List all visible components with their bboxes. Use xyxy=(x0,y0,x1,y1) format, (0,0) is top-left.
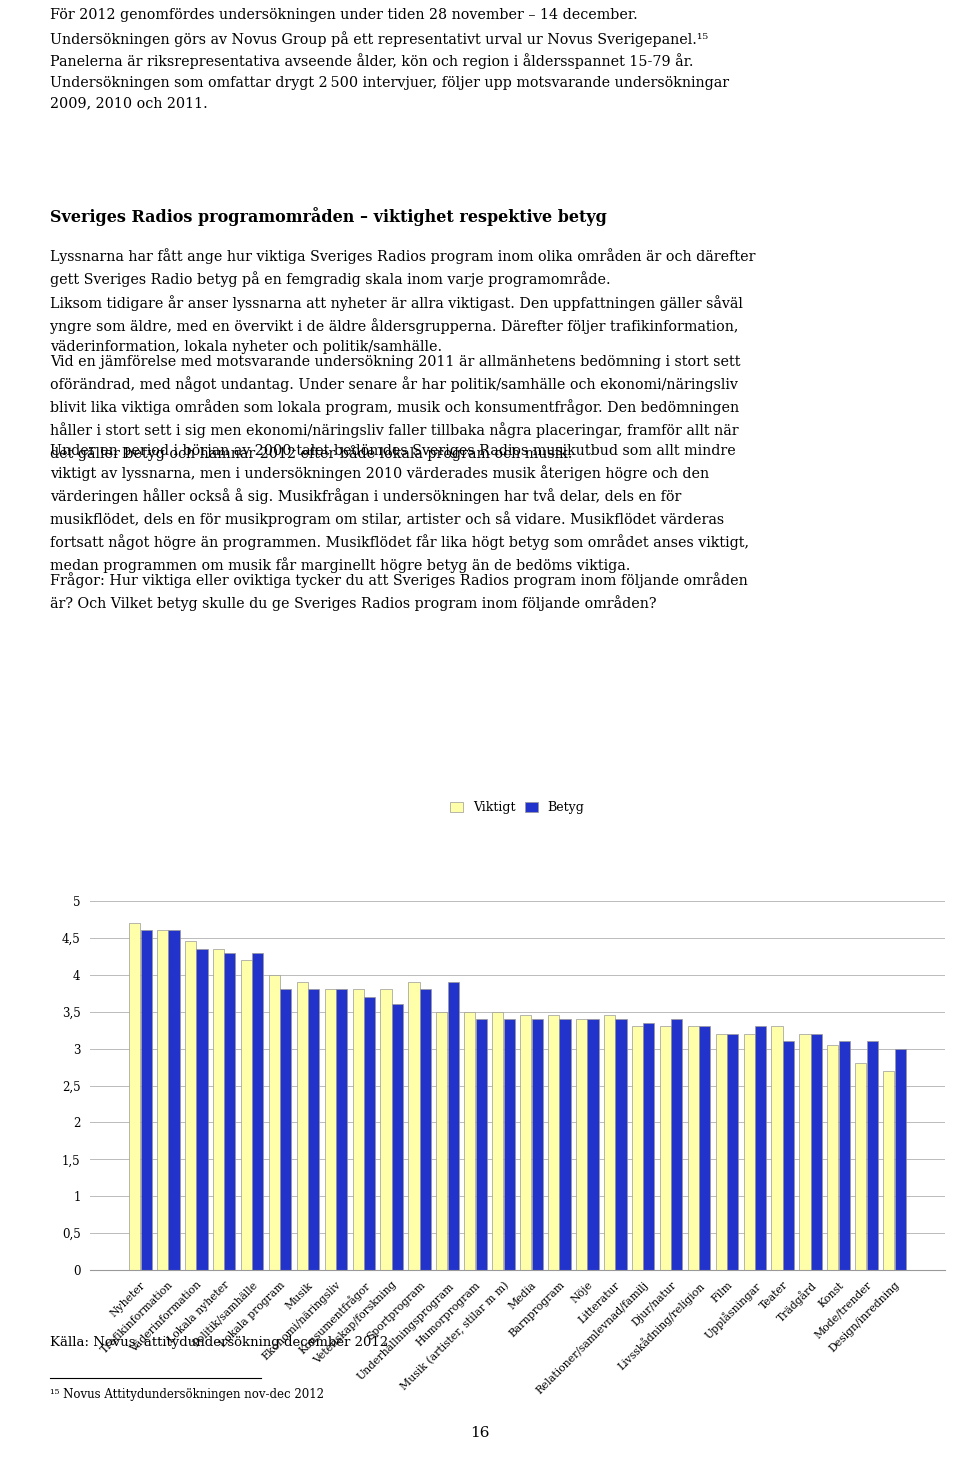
Bar xyxy=(755,1026,766,1270)
Text: Sveriges Radios programområden – viktighet respektive betyg: Sveriges Radios programområden – viktigh… xyxy=(50,207,607,226)
Text: Panelerna är riksrepresentativa avseende ålder, kön och region i åldersspannet 1: Panelerna är riksrepresentativa avseende… xyxy=(50,53,693,69)
Bar xyxy=(615,1019,627,1270)
Bar xyxy=(588,1019,599,1270)
Bar xyxy=(660,1026,671,1270)
Text: ¹⁵ Novus Attitydundersökningen nov-dec 2012: ¹⁵ Novus Attitydundersökningen nov-dec 2… xyxy=(50,1388,324,1402)
Bar xyxy=(895,1048,906,1270)
Bar xyxy=(476,1019,487,1270)
Bar xyxy=(308,990,320,1270)
Bar xyxy=(269,975,280,1270)
Bar xyxy=(280,990,291,1270)
Bar xyxy=(352,990,364,1270)
Bar xyxy=(715,1034,727,1270)
Bar xyxy=(867,1041,877,1270)
Bar xyxy=(252,952,263,1270)
Bar xyxy=(168,930,180,1270)
Bar xyxy=(225,952,235,1270)
Bar xyxy=(465,1012,475,1270)
Bar xyxy=(336,990,348,1270)
Bar xyxy=(632,1026,643,1270)
Text: Undersökningen görs av Novus Group på ett representativt urval ur Novus Sverigep: Undersökningen görs av Novus Group på et… xyxy=(50,31,708,47)
Bar xyxy=(643,1022,655,1270)
Bar xyxy=(772,1026,782,1270)
Bar xyxy=(297,983,308,1270)
Bar xyxy=(129,923,140,1270)
Bar xyxy=(140,930,152,1270)
Text: Liksom tidigare år anser lyssnarna att nyheter är allra viktigast. Den uppfattni: Liksom tidigare år anser lyssnarna att n… xyxy=(50,295,743,353)
Bar xyxy=(520,1015,531,1270)
Bar xyxy=(197,949,207,1270)
Bar xyxy=(504,1019,515,1270)
Bar xyxy=(492,1012,503,1270)
Bar xyxy=(883,1070,895,1270)
Bar xyxy=(447,983,459,1270)
Text: Frågor: Hur viktiga eller oviktiga tycker du att Sveriges Radios program inom fö: Frågor: Hur viktiga eller oviktiga tycke… xyxy=(50,572,748,612)
Bar xyxy=(548,1015,559,1270)
Bar xyxy=(364,997,375,1270)
Bar xyxy=(839,1041,850,1270)
Bar xyxy=(687,1026,699,1270)
Text: Under en period i början av 2000-talet bedömdes Sveriges Radios musikutbud som a: Under en period i början av 2000-talet b… xyxy=(50,444,749,572)
Text: 16: 16 xyxy=(470,1425,490,1440)
Text: Lyssnarna har fått ange hur viktiga Sveriges Radios program inom olika områden ä: Lyssnarna har fått ange hur viktiga Sver… xyxy=(50,248,756,288)
Bar xyxy=(828,1045,838,1270)
Bar xyxy=(185,942,196,1270)
Bar xyxy=(241,959,252,1270)
Bar xyxy=(604,1015,615,1270)
Bar xyxy=(576,1019,588,1270)
Bar xyxy=(727,1034,738,1270)
Bar xyxy=(380,990,392,1270)
Bar xyxy=(157,930,168,1270)
Bar xyxy=(560,1019,570,1270)
Text: Vid en jämförelse med motsvarande undersökning 2011 är allmänhetens bedömning i : Vid en jämförelse med motsvarande unders… xyxy=(50,355,740,460)
Bar xyxy=(392,1004,403,1270)
Bar xyxy=(324,990,336,1270)
Bar xyxy=(800,1034,810,1270)
Bar xyxy=(855,1063,867,1270)
Bar xyxy=(783,1041,794,1270)
Bar xyxy=(671,1019,683,1270)
Bar xyxy=(213,949,224,1270)
Bar xyxy=(532,1019,542,1270)
Bar xyxy=(408,983,420,1270)
Text: Källa: Novus, attitydundersökning december 2012: Källa: Novus, attitydundersökning decemb… xyxy=(50,1336,388,1349)
Text: För 2012 genomfördes undersökningen under tiden 28 november – 14 december.: För 2012 genomfördes undersökningen unde… xyxy=(50,7,637,22)
Bar xyxy=(436,1012,447,1270)
Text: Undersökningen som omfattar drygt 2 500 intervjuer, följer upp motsvarande under: Undersökningen som omfattar drygt 2 500 … xyxy=(50,76,729,110)
Bar xyxy=(811,1034,822,1270)
Bar xyxy=(744,1034,755,1270)
Legend: Viktigt, Betyg: Viktigt, Betyg xyxy=(445,796,589,819)
Bar xyxy=(420,990,431,1270)
Bar xyxy=(699,1026,710,1270)
